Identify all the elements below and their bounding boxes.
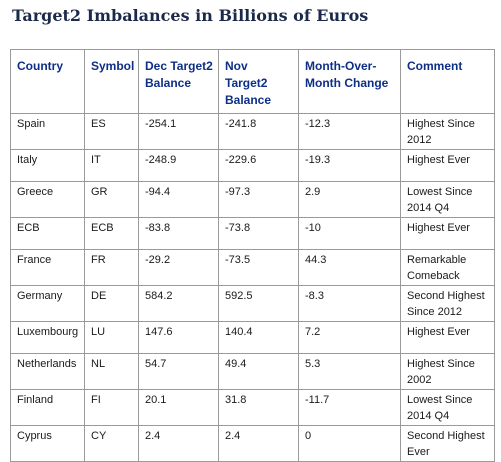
dec-balance-cell: -254.1 bbox=[138, 113, 219, 150]
mom-change-cell: -11.7 bbox=[298, 389, 401, 426]
nov-balance-cell: -73.8 bbox=[218, 217, 299, 250]
country-cell: Luxembourg bbox=[10, 321, 85, 354]
table-row: ECB ECB -83.8 -73.8 -10 Highest Ever bbox=[10, 217, 495, 250]
header-symbol: Symbol bbox=[84, 49, 139, 114]
comment-cell: Highest Ever bbox=[400, 149, 495, 182]
target2-table: Country Symbol Dec Target2 Balance Nov T… bbox=[10, 49, 495, 462]
table-row: Spain ES -254.1 -241.8 -12.3 Highest Since 20… bbox=[10, 113, 495, 150]
dec-balance-cell: -94.4 bbox=[138, 181, 219, 218]
dec-balance-cell: 54.7 bbox=[138, 353, 219, 390]
nov-balance-cell: -73.5 bbox=[218, 249, 299, 286]
country-cell: Greece bbox=[10, 181, 85, 218]
country-cell: Germany bbox=[10, 285, 85, 322]
table-row: France FR -29.2 -73.5 44.3 Remarkable Comebac… bbox=[10, 249, 495, 286]
table-row: Finland FI 20.1 31.8 -11.7 Lowest Since 2014 … bbox=[10, 389, 495, 426]
comment-cell: Highest Since 2012 bbox=[400, 113, 495, 150]
header-dec-balance: Dec Target2 Balance bbox=[138, 49, 219, 114]
page-title: Target2 Imbalances in Billions of Euros bbox=[12, 6, 369, 25]
dec-balance-cell: 147.6 bbox=[138, 321, 219, 354]
symbol-cell: FR bbox=[84, 249, 139, 286]
mom-change-cell: 44.3 bbox=[298, 249, 401, 286]
comment-cell: Highest Since 2002 bbox=[400, 353, 495, 390]
nov-balance-cell: -241.8 bbox=[218, 113, 299, 150]
comment-cell: Lowest Since 2014 Q4 bbox=[400, 181, 495, 218]
mom-change-cell: -19.3 bbox=[298, 149, 401, 182]
mom-change-cell: 5.3 bbox=[298, 353, 401, 390]
dec-balance-cell: -83.8 bbox=[138, 217, 219, 250]
comment-cell: Lowest Since 2014 Q4 bbox=[400, 389, 495, 426]
table-row: Luxembourg LU 147.6 140.4 7.2 Highest Ever bbox=[10, 321, 495, 354]
country-cell: France bbox=[10, 249, 85, 286]
header-nov-balance: Nov Target2 Balance bbox=[218, 49, 299, 114]
table-row: Italy IT -248.9 -229.6 -19.3 Highest Ever bbox=[10, 149, 495, 182]
mom-change-cell: 7.2 bbox=[298, 321, 401, 354]
symbol-cell: DE bbox=[84, 285, 139, 322]
header-mom-change: Month-Over-Month Change bbox=[298, 49, 401, 114]
symbol-cell: ECB bbox=[84, 217, 139, 250]
table-body: Spain ES -254.1 -241.8 -12.3 Highest Since 20… bbox=[10, 113, 495, 462]
dec-balance-cell: 20.1 bbox=[138, 389, 219, 426]
symbol-cell: ES bbox=[84, 113, 139, 150]
country-cell: Spain bbox=[10, 113, 85, 150]
symbol-cell: FI bbox=[84, 389, 139, 426]
header-country: Country bbox=[10, 49, 85, 114]
country-cell: Netherlands bbox=[10, 353, 85, 390]
country-cell: Italy bbox=[10, 149, 85, 182]
comment-cell: Highest Ever bbox=[400, 321, 495, 354]
symbol-cell: GR bbox=[84, 181, 139, 218]
symbol-cell: NL bbox=[84, 353, 139, 390]
nov-balance-cell: 31.8 bbox=[218, 389, 299, 426]
dec-balance-cell: -248.9 bbox=[138, 149, 219, 182]
nov-balance-cell: 49.4 bbox=[218, 353, 299, 390]
comment-cell: Remarkable Comeback bbox=[400, 249, 495, 286]
dec-balance-cell: 584.2 bbox=[138, 285, 219, 322]
country-cell: ECB bbox=[10, 217, 85, 250]
nov-balance-cell: 592.5 bbox=[218, 285, 299, 322]
country-cell: Finland bbox=[10, 389, 85, 426]
nov-balance-cell: -97.3 bbox=[218, 181, 299, 218]
symbol-cell: IT bbox=[84, 149, 139, 182]
comment-cell: Second Highest Since 2012 bbox=[400, 285, 495, 322]
symbol-cell: LU bbox=[84, 321, 139, 354]
table-header-row: Country Symbol Dec Target2 Balance Nov T… bbox=[10, 49, 495, 114]
dec-balance-cell: -29.2 bbox=[138, 249, 219, 286]
nov-balance-cell: -229.6 bbox=[218, 149, 299, 182]
table-row: Netherlands NL 54.7 49.4 5.3 Highest Since 20… bbox=[10, 353, 495, 390]
nov-balance-cell: 140.4 bbox=[218, 321, 299, 354]
table-row: Greece GR -94.4 -97.3 2.9 Lowest Since 2014 Q… bbox=[10, 181, 495, 218]
mom-change-cell: -10 bbox=[298, 217, 401, 250]
mom-change-cell: 2.9 bbox=[298, 181, 401, 218]
mom-change-cell: -12.3 bbox=[298, 113, 401, 150]
mom-change-cell: -8.3 bbox=[298, 285, 401, 322]
comment-cell: Highest Ever bbox=[400, 217, 495, 250]
table-row: Germany DE 584.2 592.5 -8.3 Second Highest Si… bbox=[10, 285, 495, 322]
header-comment: Comment bbox=[400, 49, 495, 114]
